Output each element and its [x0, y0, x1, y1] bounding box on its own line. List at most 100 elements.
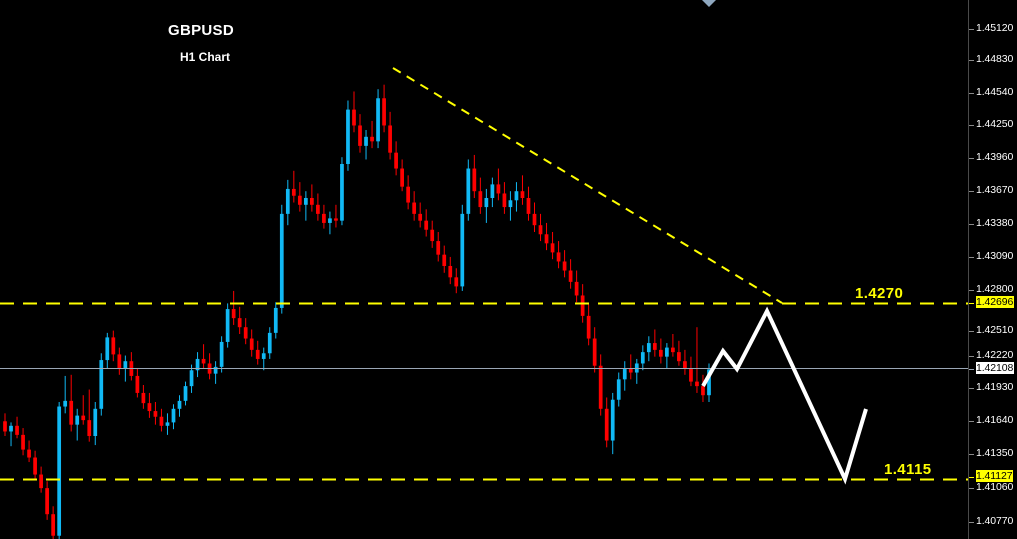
candle-body [574, 281, 579, 296]
axis-tick-mark [969, 28, 974, 30]
candle-body [689, 368, 693, 382]
candle-body [652, 343, 657, 350]
axis-tick-label: 1.41640 [976, 414, 1014, 426]
candle-body [628, 368, 633, 373]
axis-tick-mark [969, 157, 974, 159]
candle-body [111, 337, 116, 355]
candle-body [346, 109, 350, 164]
current-price-label: 1.42108 [976, 362, 1015, 374]
candle-body [273, 307, 278, 333]
axis-tick-label: 1.42220 [976, 349, 1014, 361]
candle-body [81, 415, 86, 421]
candle-body [9, 425, 13, 432]
candle-body [177, 400, 182, 409]
candle-body [69, 400, 74, 425]
descending-resistance-trendline [392, 67, 783, 304]
candle-body [556, 252, 561, 262]
chart-plot-area[interactable] [0, 0, 968, 539]
candle-body [15, 425, 19, 435]
candlestick-series [3, 84, 711, 539]
axis-tick-label: 1.42510 [976, 324, 1014, 336]
candle-body [255, 349, 260, 359]
axis-tick-label: 1.41060 [976, 481, 1014, 493]
axis-tick-label: 1.43670 [976, 184, 1014, 196]
chart-overlay-lines [0, 67, 968, 485]
candle-body [316, 204, 320, 214]
candle-body [562, 261, 567, 271]
candle-body [267, 332, 272, 354]
candle-body [382, 98, 386, 126]
candle-body [33, 457, 37, 475]
candle-body [75, 415, 80, 425]
candle-body [544, 234, 549, 244]
candle-body [586, 315, 591, 339]
candle-body [303, 198, 308, 205]
candle-body [472, 168, 477, 192]
candle-body [117, 354, 122, 368]
candle-body [568, 270, 573, 282]
candle-body [213, 366, 218, 374]
axis-tick-mark [969, 487, 974, 489]
highlighted-price-label: 1.41127 [976, 470, 1014, 482]
highlighted-price-label: 1.42696 [976, 296, 1015, 308]
candle-body [490, 184, 495, 198]
candle-body [153, 411, 158, 417]
candle-body [430, 229, 435, 242]
candle-body [646, 343, 651, 353]
candle-body [478, 191, 483, 208]
candle-body [328, 218, 332, 223]
candle-body [580, 295, 585, 316]
candle-body [189, 370, 194, 387]
axis-tick-mark [969, 124, 974, 126]
candle-body [358, 125, 362, 146]
candle-body [604, 408, 609, 441]
candle-body [454, 277, 459, 287]
candle-body [322, 213, 326, 223]
candle-body [171, 408, 176, 423]
axis-tick-mark [969, 330, 974, 332]
candle-body [707, 369, 711, 396]
candle-body [695, 381, 699, 387]
candle-body [508, 200, 513, 208]
price-projection [701, 306, 868, 485]
candle-body [310, 198, 314, 205]
axis-tick-mark [969, 59, 974, 61]
axis-tick-label: 1.45120 [976, 22, 1014, 34]
axis-tick-label: 1.44540 [976, 86, 1014, 98]
candle-body [165, 422, 170, 426]
candle-body [93, 408, 98, 436]
axis-tick-mark [969, 387, 974, 389]
axis-tick-mark [969, 289, 974, 291]
candle-body [334, 218, 338, 221]
candle-body [388, 125, 392, 153]
candle-body [400, 168, 404, 187]
axis-tick-label: 1.41350 [976, 447, 1014, 459]
candle-body [424, 220, 429, 230]
candle-body [231, 309, 236, 319]
candle-body [442, 254, 447, 266]
axis-tick-mark [969, 476, 974, 478]
axis-tick-mark [969, 190, 974, 192]
candle-body [87, 420, 92, 436]
candle-body [99, 360, 104, 409]
candle-body [135, 375, 140, 393]
candle-body [448, 266, 453, 278]
candle-body [27, 449, 31, 458]
candle-body [105, 337, 110, 361]
candle-body [665, 347, 669, 357]
candle-body [219, 341, 224, 367]
chevron-down-icon [702, 0, 716, 7]
axis-tick-mark [969, 368, 974, 370]
candle-body [622, 368, 627, 380]
candle-body [376, 98, 380, 142]
candle-body [436, 241, 441, 255]
axis-tick-label: 1.43090 [976, 250, 1014, 262]
candle-body [610, 399, 615, 441]
candle-body [406, 186, 411, 203]
price-axis[interactable]: 1.45120 1.44830 1.44540 1.44250 1.43960 1.436… [968, 0, 1017, 539]
candle-body [418, 213, 423, 221]
candle-body [658, 349, 663, 357]
candle-body [532, 213, 537, 226]
axis-tick-label: 1.42800 [976, 283, 1014, 295]
